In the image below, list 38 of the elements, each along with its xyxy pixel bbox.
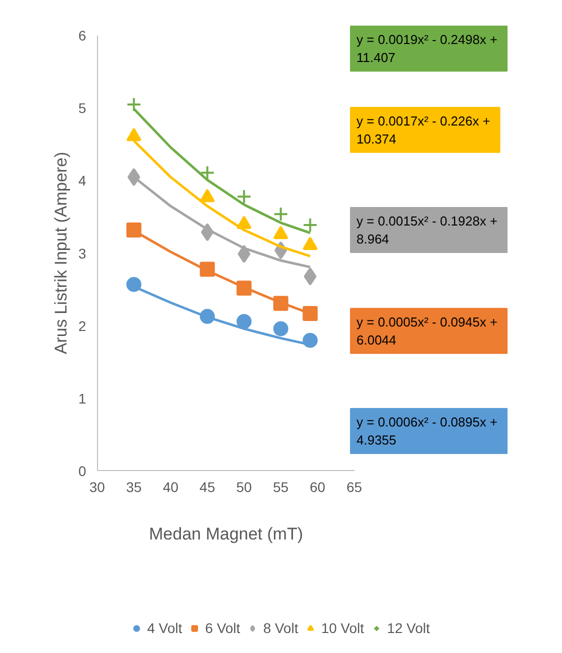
legend-label: 10 Volt bbox=[321, 620, 364, 636]
point bbox=[200, 165, 215, 180]
y-tick-label: 4 bbox=[78, 172, 86, 189]
legend-label: 4 Volt bbox=[147, 620, 182, 636]
x-tick-label: 30 bbox=[89, 478, 106, 495]
y-tick-label: 6 bbox=[78, 28, 86, 44]
x-tick-label: 55 bbox=[273, 478, 289, 495]
x-tick-label: 60 bbox=[310, 478, 326, 495]
text: y = 0.0005x² - 0.0945x + 6.0044 bbox=[356, 314, 498, 348]
y-tick-label: 2 bbox=[78, 318, 86, 334]
point bbox=[128, 168, 140, 186]
legend-label: 12 Volt bbox=[387, 620, 430, 636]
point bbox=[126, 276, 142, 292]
point bbox=[236, 314, 252, 329]
text: y = 0.0019x² - 0.2498x + 11.407 bbox=[356, 32, 498, 66]
y-axis-title: Arus Listrik Input (Ampere) bbox=[52, 152, 71, 354]
y-tick-label: 3 bbox=[78, 245, 86, 262]
point bbox=[236, 189, 252, 204]
y-tick-label: 0 bbox=[78, 462, 86, 479]
legend-label: 8 Volt bbox=[263, 620, 298, 636]
x-tick-label: 50 bbox=[236, 478, 252, 495]
point bbox=[302, 306, 318, 321]
x-tick-label: 65 bbox=[346, 478, 362, 495]
text: y = 0.0017x² - 0.226x + 10.374 bbox=[356, 113, 490, 146]
text: y = 0.0015x² - 0.1928x + 8.964 bbox=[356, 214, 498, 247]
point bbox=[302, 332, 318, 348]
text: y = 0.0006x² - 0.0895x + 4.9355 bbox=[356, 414, 498, 448]
point bbox=[126, 222, 142, 238]
x-axis-title: Medan Magnet (mT) bbox=[149, 524, 303, 544]
point bbox=[273, 206, 288, 222]
point bbox=[273, 321, 288, 336]
x-tick-label: 35 bbox=[126, 478, 142, 495]
x-tick-label: 45 bbox=[200, 478, 216, 495]
y-tick-label: 5 bbox=[78, 100, 86, 116]
x-tick-label: 40 bbox=[162, 478, 179, 495]
y-tick-label: 1 bbox=[78, 390, 86, 406]
legend-label: 6 Volt bbox=[205, 620, 240, 636]
point bbox=[304, 267, 316, 286]
